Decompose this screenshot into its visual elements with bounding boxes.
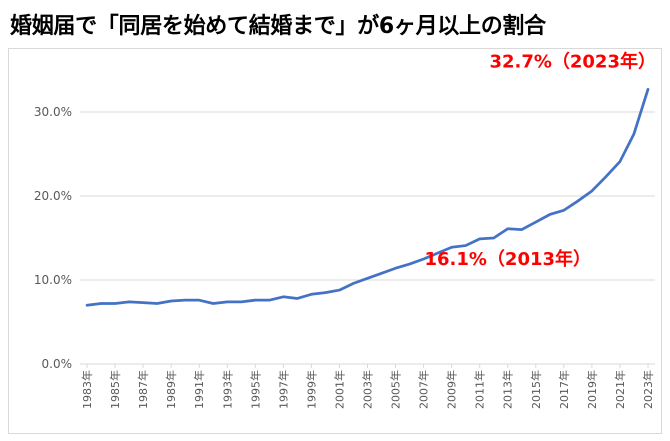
x-tick-label: 1995年 [248,370,262,409]
x-tick-label: 2009年 [445,370,459,409]
x-tick-label: 2013年 [501,370,515,409]
chart-title: 婚姻届で「同居を始めて結婚まで」が6ヶ月以上の割合 [10,14,546,39]
x-tick-label: 1987年 [136,370,150,409]
gridlines [80,111,655,365]
x-tick-label: 2019年 [585,370,599,409]
annotations: 32.7%（2023年） 16.1%（2013年） [424,50,656,269]
y-tick-label: 10.0% [34,273,72,287]
x-tick-label: 2015年 [529,370,543,409]
series-layer [85,87,650,307]
x-tick-label: 2001年 [332,370,346,409]
x-tick-label: 1997年 [276,370,290,409]
x-tick-label: 1999年 [304,370,318,409]
annotation-label: 16.1%（2013年） [424,248,591,270]
chart-frame [8,48,662,434]
x-tick-label: 1983年 [80,370,94,409]
annotation-label: 32.7%（2023年） [489,50,656,72]
y-axis-ticks: 0.0% 10.0% 20.0% 30.0% [34,105,72,371]
x-tick-label: 2023年 [641,370,655,409]
y-tick-label: 0.0% [42,357,73,371]
x-tick-label: 2005年 [389,370,403,409]
x-tick-label: 2021年 [613,370,627,409]
x-tick-label: 1989年 [164,370,178,409]
x-tick-label: 1985年 [108,370,122,409]
y-tick-label: 20.0% [34,189,72,203]
y-tick-label: 30.0% [34,105,72,119]
x-axis-ticks: 1983年 1985年 1987年 1989年 1991年 1993年 1995年 1997年… [80,363,655,409]
x-tick-label: 1993年 [220,370,234,409]
x-tick-label: 1991年 [192,370,206,409]
x-tick-label: 2003年 [361,370,375,409]
x-tick-label: 2017年 [557,370,571,409]
series-line [85,87,650,307]
x-tick-label: 2011年 [473,370,487,409]
x-tick-label: 2007年 [417,370,431,409]
